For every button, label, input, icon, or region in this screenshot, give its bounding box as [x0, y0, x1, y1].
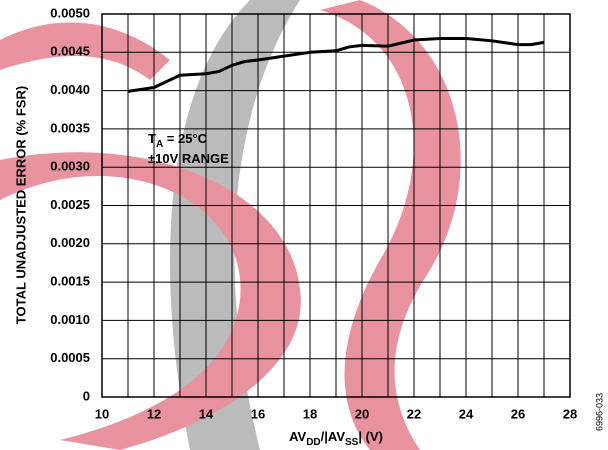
y-axis-label: TOTAL UNADJUSTED ERROR (% FSR) — [13, 86, 28, 324]
x-tick-label: 26 — [511, 406, 525, 421]
subscript: SS — [345, 437, 359, 448]
y-tick-label: 0.0020 — [50, 235, 90, 250]
text-part: /|AV — [321, 429, 346, 444]
annotation: TA = 25°C — [148, 131, 208, 149]
x-tick-label: 16 — [251, 406, 265, 421]
x-tick-label: 20 — [355, 406, 369, 421]
x-tick-label: 18 — [303, 406, 317, 421]
text-part: | (V) — [358, 429, 383, 444]
text-part: ±10V RANGE — [148, 151, 229, 166]
text-part: AV — [289, 429, 306, 444]
y-tick-label: 0.0005 — [50, 350, 90, 365]
figure-code: 6996-033 — [594, 393, 604, 431]
x-axis-label: AVDD/|AVSS| (V) — [289, 429, 383, 447]
y-tick-label: 0.0040 — [50, 82, 90, 97]
data-line — [127, 37, 545, 93]
y-tick-label: 0.0035 — [50, 120, 90, 135]
watermark-curve — [0, 152, 301, 450]
watermark-curve — [320, 0, 461, 450]
y-tick-label: 0.0015 — [50, 274, 90, 289]
x-tick-label: 14 — [199, 406, 214, 421]
x-tick-label: 28 — [563, 406, 577, 421]
plot-frame — [101, 13, 571, 398]
y-tick-label: 0.0010 — [50, 312, 90, 327]
annotation: ±10V RANGE — [148, 151, 229, 166]
subscript: A — [156, 139, 163, 150]
text-part: T — [148, 131, 156, 146]
y-tick-label: 0.0045 — [50, 44, 90, 59]
subscript: DD — [306, 437, 320, 448]
y-tick-label: 0 — [83, 388, 90, 403]
x-tick-label: 12 — [147, 406, 161, 421]
text-part: = 25°C — [163, 131, 207, 146]
x-tick-label: 10 — [95, 406, 109, 421]
y-tick-label: 0.0050 — [50, 5, 90, 20]
x-tick-label: 24 — [459, 406, 474, 421]
y-tick-label: 0.0025 — [50, 197, 90, 212]
y-tick-label: 0.0030 — [50, 159, 90, 174]
x-tick-label: 22 — [407, 406, 421, 421]
